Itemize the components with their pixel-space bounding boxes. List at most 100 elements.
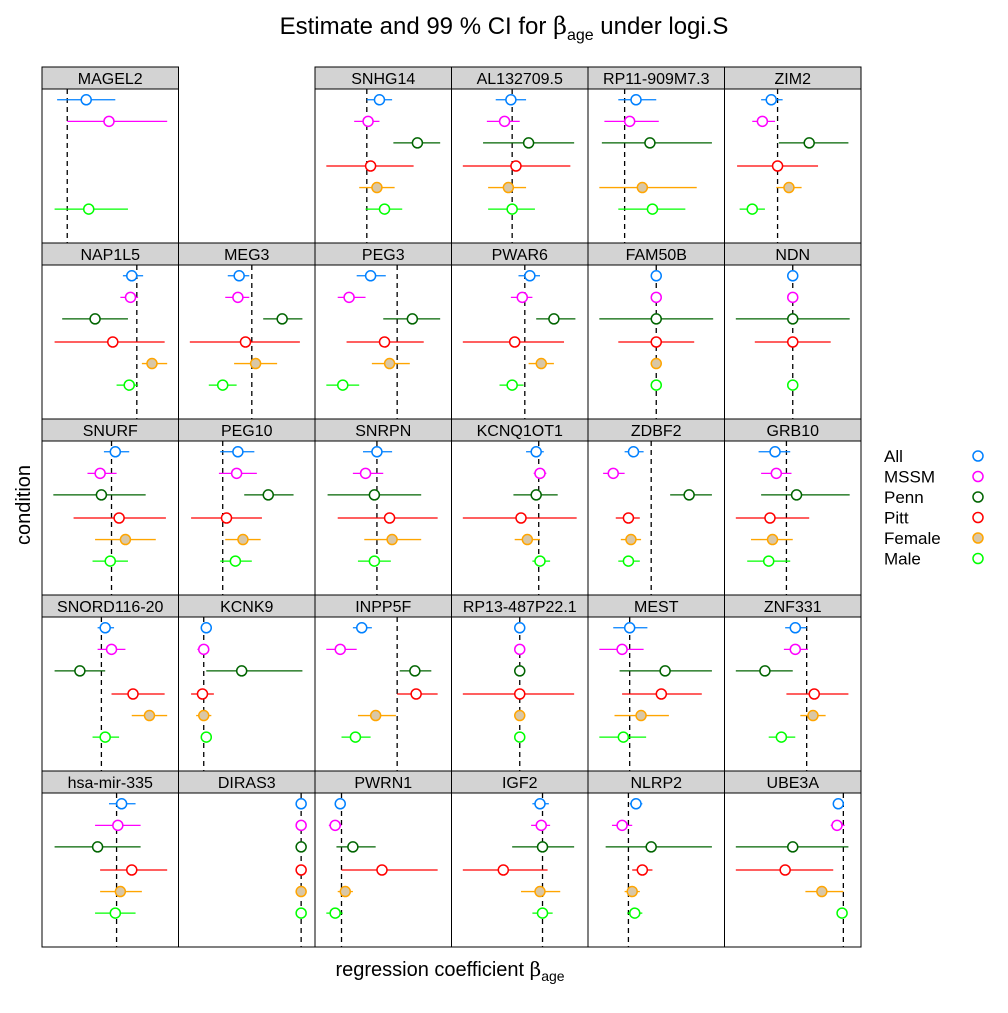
- estimate-point-pitt: [655, 688, 668, 700]
- estimate-point-mssm: [514, 643, 526, 656]
- estimate-point-female: [249, 357, 262, 370]
- estimate-point-male: [123, 379, 135, 391]
- estimate-point-mssm: [770, 467, 783, 480]
- estimate-point-penn: [95, 489, 108, 501]
- estimate-point-female: [766, 533, 779, 546]
- strip-label: FAM50B: [626, 247, 687, 264]
- estimate-point-mssm: [295, 819, 307, 832]
- estimate-point-female: [534, 885, 546, 898]
- estimate-point-mssm: [230, 467, 243, 480]
- panel-DIRAS3: DIRAS3: [178, 770, 316, 948]
- panel-AL132709.5: AL132709.5: [451, 66, 589, 244]
- strip-label: NDN: [775, 247, 810, 264]
- estimate-point-all: [514, 622, 526, 634]
- panel-PEG3: PEG3: [314, 242, 452, 420]
- strip-label: MEST: [634, 599, 679, 616]
- panel-frame: [587, 440, 725, 596]
- estimate-point-mssm: [650, 291, 662, 304]
- estimate-point-pitt: [410, 688, 422, 700]
- estimate-point-all: [630, 798, 642, 810]
- estimate-point-female: [114, 885, 127, 898]
- estimate-point-all: [769, 446, 781, 458]
- estimate-point-mssm: [103, 115, 115, 128]
- estimate-point-male: [104, 555, 116, 567]
- estimate-point-all: [364, 270, 377, 282]
- panel-frame: [724, 792, 862, 948]
- estimate-point-female: [371, 181, 383, 194]
- legend-label: MSSM: [884, 468, 935, 487]
- estimate-point-penn: [235, 665, 248, 677]
- strip-label: NLRP2: [630, 775, 682, 792]
- estimate-point-male: [775, 731, 788, 743]
- estimate-point-all: [232, 446, 244, 458]
- legend-marker: [972, 491, 984, 503]
- strip-label: hsa-mir-335: [68, 775, 153, 792]
- estimate-point-male: [349, 731, 362, 743]
- estimate-point-male: [628, 907, 641, 919]
- strip-label: MAGEL2: [78, 71, 143, 88]
- estimate-point-all: [115, 798, 128, 810]
- estimate-point-female: [119, 533, 132, 546]
- estimate-point-female: [650, 357, 662, 370]
- estimate-point-penn: [787, 841, 799, 853]
- estimate-point-mssm: [789, 643, 802, 656]
- panel-hsa-mir-335: hsa-mir-335: [41, 770, 179, 948]
- estimate-point-male: [109, 907, 122, 919]
- estimate-point-mssm: [359, 467, 372, 480]
- estimate-point-pitt: [497, 864, 510, 876]
- estimate-point-male: [329, 907, 341, 919]
- estimate-point-female: [237, 533, 249, 546]
- estimate-point-pitt: [650, 336, 662, 348]
- estimate-point-male: [617, 731, 630, 743]
- panel-NDN: NDN: [724, 242, 862, 420]
- legend-marker: [972, 511, 984, 524]
- estimate-point-male: [82, 203, 95, 215]
- estimate-point-pitt: [383, 512, 396, 524]
- estimate-point-mssm: [787, 291, 799, 304]
- estimate-point-male: [216, 379, 229, 391]
- estimate-point-male: [534, 555, 546, 567]
- panel-INPP5F: INPP5F: [314, 594, 452, 772]
- strip-label: RP13-487P22.1: [463, 599, 577, 616]
- estimate-point-penn: [548, 313, 560, 325]
- estimate-point-mssm: [343, 291, 355, 304]
- estimate-point-pitt: [376, 864, 388, 876]
- estimate-point-male: [622, 555, 635, 567]
- panel-RP13-487P22.1: RP13-487P22.1: [451, 594, 589, 772]
- estimate-point-pitt: [779, 864, 791, 876]
- estimate-point-all: [789, 622, 802, 634]
- estimate-point-male: [99, 731, 111, 743]
- estimate-point-mssm: [329, 819, 341, 832]
- legend-marker: [972, 532, 984, 544]
- strip-label: RP11-909M7.3: [603, 71, 710, 88]
- strip-label: SNHG14: [351, 71, 415, 88]
- estimate-point-pitt: [514, 688, 526, 700]
- estimate-point-male: [650, 379, 662, 391]
- legend-label: Female: [884, 529, 941, 548]
- strip-label: UBE3A: [767, 775, 820, 792]
- strip-label: SNORD116-20: [57, 599, 164, 616]
- panel-frame: [178, 792, 316, 948]
- strip-label: ZNF331: [764, 599, 822, 616]
- estimate-point-pitt: [764, 512, 776, 524]
- estimate-point-all: [765, 94, 777, 106]
- estimate-point-female: [197, 709, 210, 722]
- panel-ZDBF2: ZDBF2: [587, 418, 725, 596]
- estimate-point-female: [386, 533, 398, 546]
- estimate-point-all: [334, 798, 346, 810]
- estimate-point-penn: [790, 489, 803, 501]
- strip-label: SNURF: [83, 423, 138, 440]
- estimate-point-pitt: [771, 160, 784, 172]
- estimate-point-penn: [522, 137, 535, 149]
- panel-NAP1L5: NAP1L5: [41, 242, 179, 420]
- panel-PEG10: PEG10: [178, 418, 316, 596]
- estimate-point-mssm: [197, 643, 210, 656]
- estimate-point-mssm: [535, 819, 548, 832]
- strip-label: KCNQ1OT1: [477, 423, 563, 440]
- estimate-point-penn: [347, 841, 359, 853]
- estimate-point-penn: [262, 489, 275, 501]
- estimate-point-all: [233, 270, 245, 282]
- estimate-point-male: [746, 203, 759, 215]
